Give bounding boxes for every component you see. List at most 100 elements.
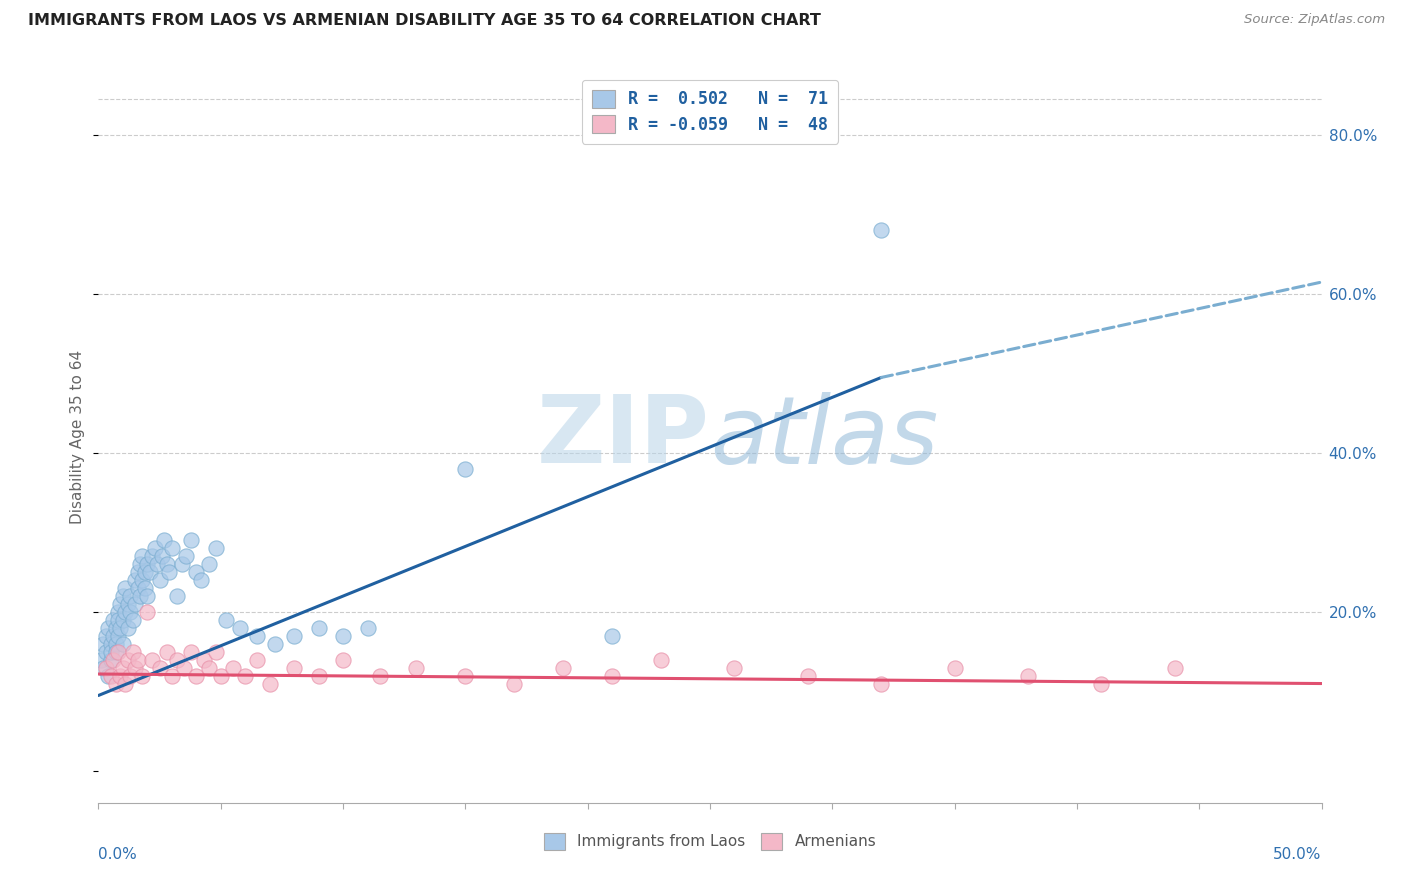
Point (259, 676, 281, 690)
Point (97, 621, 120, 635)
Point (454, 668, 477, 682)
Point (124, 597, 146, 611)
Point (91, 660, 114, 674)
Point (101, 613, 124, 627)
Point (553, 660, 575, 674)
Point (160, 541, 183, 556)
Point (205, 541, 228, 556)
Point (170, 558, 193, 572)
Point (120, 668, 142, 682)
Point (283, 660, 305, 674)
Point (209, 668, 232, 682)
Point (150, 549, 173, 564)
Point (356, 621, 378, 635)
Point (100, 645, 122, 659)
Point (117, 621, 139, 635)
Point (104, 621, 127, 635)
Point (127, 581, 149, 595)
Point (173, 660, 195, 674)
Point (308, 668, 330, 682)
Point (153, 533, 176, 548)
Point (156, 558, 179, 572)
Point (870, 676, 893, 690)
Point (114, 676, 136, 690)
Point (124, 660, 146, 674)
Point (149, 573, 172, 587)
Text: IMMIGRANTS FROM LAOS VS ARMENIAN DISABILITY AGE 35 TO 64 CORRELATION CHART: IMMIGRANTS FROM LAOS VS ARMENIAN DISABIL… (28, 13, 821, 29)
Point (197, 660, 219, 674)
Point (120, 589, 142, 603)
Point (193, 653, 215, 667)
Point (723, 660, 745, 674)
Point (166, 589, 188, 603)
Point (104, 645, 127, 659)
Text: atlas: atlas (710, 392, 938, 483)
Point (166, 653, 188, 667)
Point (600, 629, 623, 643)
Point (127, 653, 149, 667)
Point (104, 676, 127, 690)
Point (214, 613, 236, 627)
Point (121, 645, 143, 659)
Point (368, 668, 391, 682)
Point (91, 637, 114, 651)
Point (110, 668, 132, 682)
Point (101, 653, 124, 667)
Point (797, 668, 820, 682)
Point (114, 605, 136, 619)
Point (94, 645, 117, 659)
Point (405, 660, 427, 674)
Point (141, 549, 163, 564)
Point (131, 549, 153, 564)
Text: 0.0%: 0.0% (98, 847, 138, 862)
Point (111, 613, 134, 627)
Point (1017, 668, 1039, 682)
Point (143, 541, 166, 556)
Point (180, 533, 202, 548)
Point (110, 621, 132, 635)
Point (136, 589, 159, 603)
Point (97, 668, 120, 682)
Point (121, 613, 143, 627)
Point (156, 645, 179, 659)
Point (180, 645, 202, 659)
Text: 50.0%: 50.0% (1274, 847, 1322, 862)
Point (110, 597, 132, 611)
Point (600, 668, 623, 682)
Point (100, 653, 122, 667)
Point (117, 597, 139, 611)
Point (141, 653, 163, 667)
Text: ZIP: ZIP (537, 391, 710, 483)
Point (107, 629, 129, 643)
Point (107, 605, 129, 619)
Point (94, 629, 117, 643)
Point (100, 668, 122, 682)
Point (160, 668, 183, 682)
Legend: Immigrants from Laos, Armenians: Immigrants from Laos, Armenians (536, 825, 884, 857)
Point (117, 653, 139, 667)
Point (149, 660, 172, 674)
Point (1090, 676, 1112, 690)
Point (134, 566, 156, 580)
Point (136, 558, 159, 572)
Point (870, 223, 893, 237)
Point (233, 668, 256, 682)
Point (134, 581, 156, 595)
Point (308, 621, 330, 635)
Point (104, 637, 127, 651)
Y-axis label: Disability Age 35 to 64: Disability Age 35 to 64 (70, 350, 86, 524)
Point (186, 566, 208, 580)
Point (107, 613, 129, 627)
Point (263, 637, 285, 651)
Point (100, 637, 122, 651)
Point (146, 558, 169, 572)
Point (197, 558, 219, 572)
Point (332, 653, 354, 667)
Point (90, 653, 112, 667)
Point (229, 621, 252, 635)
Point (1164, 660, 1187, 674)
Point (131, 573, 153, 587)
Text: Source: ZipAtlas.com: Source: ZipAtlas.com (1244, 13, 1385, 27)
Point (120, 605, 142, 619)
Point (124, 573, 146, 587)
